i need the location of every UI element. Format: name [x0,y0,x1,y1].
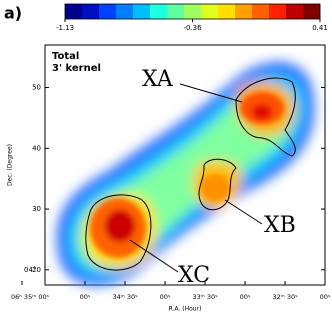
y-axis-title: Dec. (Degree) [7,144,14,186]
colorbar-cell [269,4,287,19]
colorbar-tick-label: -1.13 [56,24,74,32]
colorbar-cell [218,4,236,19]
colorbar-tick-label: -0.36 [183,24,202,32]
colorbar-cell [184,4,202,19]
x-axis-title: R.A. (Hour) [169,306,202,313]
x-tick-label: 32ᵐ 30ˢ [272,293,298,301]
x-tick-label: 00ˢ [80,293,91,301]
x-tick-label: 34ᵐ 30ˢ [112,293,138,301]
y-tick-label: 40 [32,144,41,152]
legend-line: Total [52,51,79,62]
colorbar-cell [99,4,117,19]
colorbar-tick-label: 0.41 [312,24,328,32]
y-tick-label: 30 [32,205,41,213]
colorbar-cell [133,4,151,19]
colorbar-cell [167,4,185,19]
colorbar-cell [303,4,321,19]
colorbar-cell [65,4,83,19]
x-tick-label: 00ˢ [160,293,171,301]
colorbar-cell [150,4,168,19]
annotation-lines [129,83,263,273]
annotation: XA [142,67,174,92]
x-tick-label: 33ᵐ 30ˢ [192,293,218,301]
x-tick-label: 00ˢ [320,293,331,301]
colorbar-cell [252,4,270,19]
colorbar-cell [82,4,100,19]
annotation: XB [264,213,296,238]
y-tick-label: 20 [32,266,41,274]
density-map [56,61,315,286]
x-tick-label: 06ʰ 35ᵐ 00ˢ [11,293,50,301]
colorbar-cell [286,4,304,19]
legend-line: 3' kernel [52,63,101,74]
panel-label: a) [4,4,22,23]
x-tick-label: 00ˢ [240,293,251,301]
colorbar-cell [201,4,219,19]
colorbar-cell [116,4,134,19]
y-unit-label: 04° [24,266,36,274]
y-tick-label: 50 [32,84,41,92]
colorbar-cell [235,4,253,19]
